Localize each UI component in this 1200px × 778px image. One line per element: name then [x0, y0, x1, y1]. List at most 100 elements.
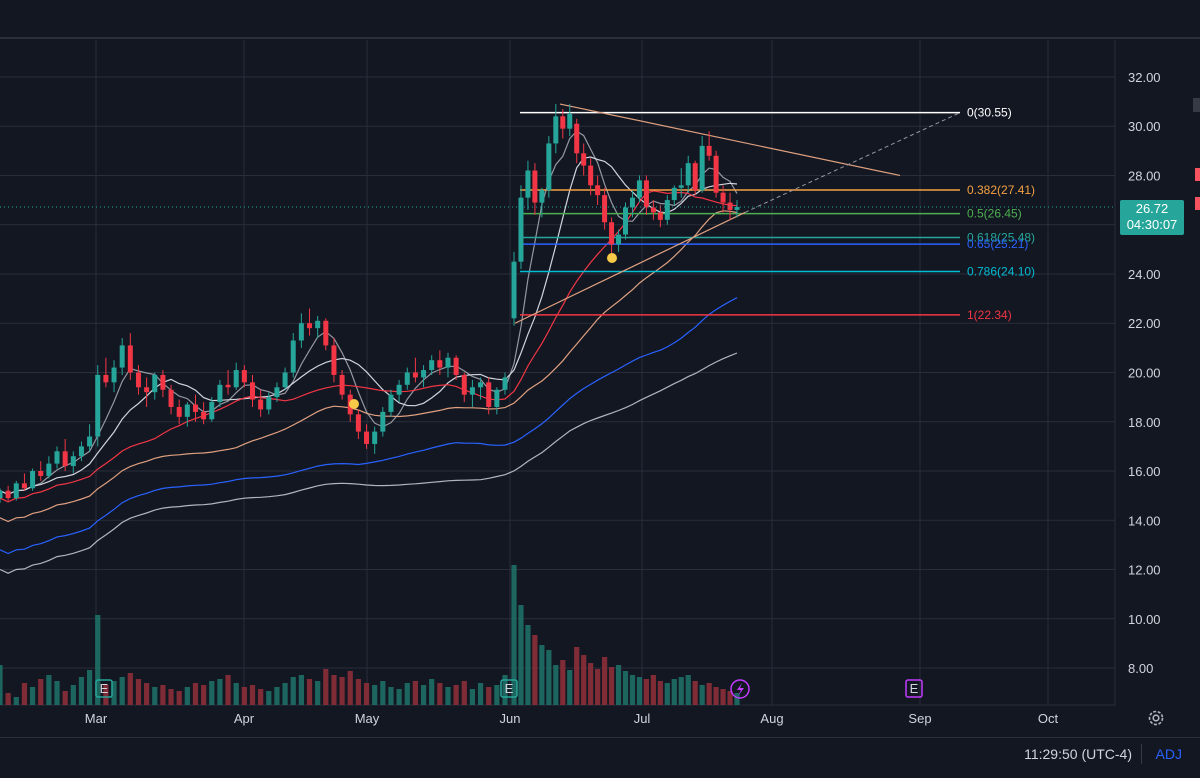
price-tick-label: 32.00 [1128, 70, 1161, 85]
candle-body [553, 116, 559, 144]
volume-bar [671, 679, 677, 705]
side-tab [1193, 98, 1200, 112]
candle-body [87, 436, 93, 447]
candle-body [657, 212, 663, 220]
candle-body [437, 360, 443, 368]
ascending-trendline [514, 211, 746, 324]
candle-body [623, 207, 628, 235]
candle-body [274, 387, 280, 398]
candle-body [78, 446, 84, 457]
candle-body [643, 180, 649, 208]
candle-body [217, 384, 223, 403]
volume-bar [13, 697, 19, 705]
volume-bar [396, 689, 402, 705]
adj-toggle[interactable]: ADJ [1155, 746, 1182, 762]
volume-bar [615, 665, 622, 705]
fib-level-label: 0.786(24.10) [967, 265, 1035, 279]
volume-bar [546, 650, 552, 705]
candle-body [581, 153, 587, 166]
month-tick-label: May [355, 711, 380, 726]
earnings-marker-label: E [910, 681, 919, 696]
candle-body [404, 372, 410, 385]
volume-bar [78, 677, 85, 705]
volume-bar [217, 679, 223, 705]
month-tick-label: Jun [500, 711, 521, 726]
fib-level-label: 0.5(26.45) [967, 207, 1022, 221]
ma-line-30 [0, 210, 738, 523]
countdown-value: 04:30:07 [1126, 217, 1178, 232]
candle-body [486, 382, 492, 407]
volume-bar [518, 605, 524, 705]
last-price-tag: 26.72 04:30:07 [1120, 200, 1184, 235]
volume-bar [636, 677, 643, 705]
volume-bar [412, 681, 419, 705]
candle-body [225, 384, 231, 388]
candlestick-chart[interactable]: 32.0030.0028.0026.0024.0022.0020.0018.00… [0, 0, 1200, 737]
earnings-marker-icon [905, 679, 923, 698]
volume-bar [429, 679, 435, 705]
price-tick-label: 8.00 [1128, 661, 1153, 676]
candle-body [671, 187, 677, 201]
month-tick-label: Aug [760, 711, 783, 726]
volume-bar [298, 675, 304, 705]
price-tick-label: 30.00 [1128, 119, 1161, 134]
candle-body [250, 382, 255, 400]
candle-body [429, 360, 435, 371]
candle-body [144, 387, 150, 393]
candle-body [323, 320, 329, 346]
volume-bar [233, 683, 239, 705]
volume-bar [560, 660, 566, 705]
candle-body [13, 483, 19, 499]
volume-bar [532, 635, 538, 705]
volume-bar [574, 647, 580, 705]
settings-gear-icon[interactable] [1146, 708, 1166, 728]
volume-bar [241, 687, 247, 705]
candle-body [331, 345, 337, 375]
candle-body [502, 377, 508, 390]
volume-bar [588, 663, 594, 705]
volume-bar [643, 679, 650, 705]
volume-bar [477, 683, 484, 705]
volume-bar [29, 687, 36, 705]
price-tick-label: 14.00 [1128, 513, 1161, 528]
volume-bar [168, 689, 174, 705]
volume-bar [306, 679, 313, 705]
volume-bar [5, 693, 11, 705]
volume-bar [486, 687, 492, 705]
volume-bar [258, 689, 264, 705]
candle-body [546, 143, 552, 191]
candle-body [201, 411, 207, 420]
volume-bar [266, 691, 272, 705]
month-tick-label: Oct [1038, 711, 1059, 726]
volume-bar [678, 677, 684, 705]
candle-body [380, 411, 386, 432]
alert-dot [349, 399, 359, 409]
candle-body [539, 190, 545, 203]
candle-body [0, 490, 3, 499]
fib-level-label: 0.65(25.21) [967, 237, 1028, 251]
candle-body [678, 185, 684, 188]
candle-body [478, 382, 484, 388]
candle-body [727, 202, 733, 210]
candle-body [388, 394, 394, 412]
candle-body [699, 145, 705, 191]
price-tick-label: 22.00 [1128, 316, 1161, 331]
volume-bar [380, 681, 386, 705]
candle-body [588, 165, 594, 186]
volume-bar [622, 671, 629, 705]
volume-bar [685, 675, 691, 705]
volume-bar [553, 665, 559, 705]
volume-bar [437, 683, 443, 705]
candle-body [692, 163, 698, 191]
candle-body [258, 399, 264, 410]
candle-body [453, 357, 459, 375]
candle-body [5, 490, 11, 499]
dividend-marker-icon [730, 679, 750, 699]
candle-body [511, 261, 517, 319]
candle-body [21, 483, 27, 489]
volume-bar [355, 679, 361, 705]
candle-body [241, 370, 247, 383]
volume-bar [119, 677, 125, 705]
candle-body [525, 170, 531, 198]
candle-body [609, 222, 615, 245]
